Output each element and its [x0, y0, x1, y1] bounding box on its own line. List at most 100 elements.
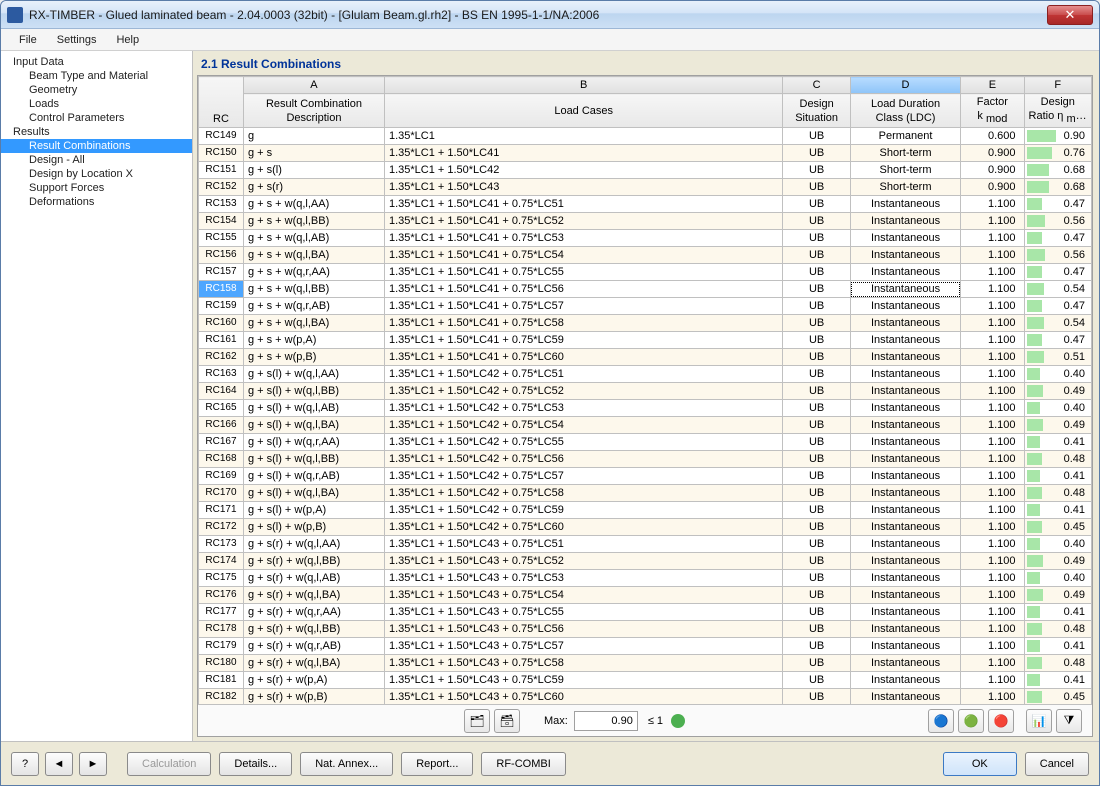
col-b-header[interactable]: Load Cases: [384, 94, 782, 128]
table-row[interactable]: RC167g + s(l) + w(q,r,AA)1.35*LC1 + 1.50…: [199, 434, 1092, 451]
tool-show-color-3[interactable]: 🔴: [988, 709, 1014, 733]
kmod-cell[interactable]: 1.100: [961, 400, 1024, 417]
ldc-cell[interactable]: Instantaneous: [850, 400, 960, 417]
rc-cell[interactable]: RC152: [199, 179, 244, 196]
ds-cell[interactable]: UB: [783, 315, 850, 332]
table-row[interactable]: RC160g + s + w(q,l,BA)1.35*LC1 + 1.50*LC…: [199, 315, 1092, 332]
ldc-cell[interactable]: Instantaneous: [850, 519, 960, 536]
kmod-cell[interactable]: 0.600: [961, 128, 1024, 145]
rc-cell[interactable]: RC172: [199, 519, 244, 536]
tool-show-color-1[interactable]: 🔵: [928, 709, 954, 733]
rc-cell[interactable]: RC160: [199, 315, 244, 332]
rc-cell[interactable]: RC155: [199, 230, 244, 247]
desc-cell[interactable]: g + s(r) + w(q,l,AB): [243, 570, 384, 587]
table-row[interactable]: RC155g + s + w(q,l,AB)1.35*LC1 + 1.50*LC…: [199, 230, 1092, 247]
col-d-header[interactable]: Load DurationClass (LDC): [850, 94, 960, 128]
loadcases-cell[interactable]: 1.35*LC1 + 1.50*LC42 + 0.75*LC56: [384, 451, 782, 468]
table-row[interactable]: RC176g + s(r) + w(q,l,BA)1.35*LC1 + 1.50…: [199, 587, 1092, 604]
tree-loads[interactable]: Loads: [1, 97, 192, 111]
kmod-cell[interactable]: 1.100: [961, 468, 1024, 485]
table-row[interactable]: RC149g1.35*LC1UBPermanent0.6000.90: [199, 128, 1092, 145]
loadcases-cell[interactable]: 1.35*LC1 + 1.50*LC43: [384, 179, 782, 196]
ratio-cell[interactable]: 0.49: [1024, 587, 1091, 604]
col-letter-b[interactable]: B: [384, 77, 782, 94]
rc-cell[interactable]: RC151: [199, 162, 244, 179]
tool-sort-icon[interactable]: 📊: [1026, 709, 1052, 733]
table-row[interactable]: RC159g + s + w(q,r,AB)1.35*LC1 + 1.50*LC…: [199, 298, 1092, 315]
ratio-cell[interactable]: 0.41: [1024, 502, 1091, 519]
loadcases-cell[interactable]: 1.35*LC1 + 1.50*LC41 + 0.75*LC57: [384, 298, 782, 315]
desc-cell[interactable]: g + s(r) + w(q,l,BB): [243, 553, 384, 570]
ratio-cell[interactable]: 0.40: [1024, 400, 1091, 417]
loadcases-cell[interactable]: 1.35*LC1 + 1.50*LC43 + 0.75*LC60: [384, 689, 782, 704]
desc-cell[interactable]: g + s(r): [243, 179, 384, 196]
tree-beam-type[interactable]: Beam Type and Material: [1, 69, 192, 83]
ds-cell[interactable]: UB: [783, 434, 850, 451]
loadcases-cell[interactable]: 1.35*LC1 + 1.50*LC42 + 0.75*LC51: [384, 366, 782, 383]
loadcases-cell[interactable]: 1.35*LC1 + 1.50*LC41 + 0.75*LC51: [384, 196, 782, 213]
desc-cell[interactable]: g + s(l) + w(p,A): [243, 502, 384, 519]
loadcases-cell[interactable]: 1.35*LC1 + 1.50*LC43 + 0.75*LC53: [384, 570, 782, 587]
kmod-cell[interactable]: 1.100: [961, 638, 1024, 655]
rc-cell[interactable]: RC174: [199, 553, 244, 570]
tree-geometry[interactable]: Geometry: [1, 83, 192, 97]
rc-cell[interactable]: RC182: [199, 689, 244, 704]
loadcases-cell[interactable]: 1.35*LC1 + 1.50*LC42 + 0.75*LC54: [384, 417, 782, 434]
ratio-cell[interactable]: 0.40: [1024, 570, 1091, 587]
desc-cell[interactable]: g + s + w(q,l,AB): [243, 230, 384, 247]
loadcases-cell[interactable]: 1.35*LC1 + 1.50*LC41 + 0.75*LC60: [384, 349, 782, 366]
ds-cell[interactable]: UB: [783, 281, 850, 298]
ratio-cell[interactable]: 0.56: [1024, 213, 1091, 230]
desc-cell[interactable]: g + s + w(q,r,AB): [243, 298, 384, 315]
ldc-cell[interactable]: Instantaneous: [850, 587, 960, 604]
desc-cell[interactable]: g + s + w(q,l,AA): [243, 196, 384, 213]
ds-cell[interactable]: UB: [783, 451, 850, 468]
table-row[interactable]: RC166g + s(l) + w(q,l,BA)1.35*LC1 + 1.50…: [199, 417, 1092, 434]
loadcases-cell[interactable]: 1.35*LC1 + 1.50*LC43 + 0.75*LC58: [384, 655, 782, 672]
desc-cell[interactable]: g + s + w(q,l,BA): [243, 247, 384, 264]
ds-cell[interactable]: UB: [783, 264, 850, 281]
kmod-cell[interactable]: 1.100: [961, 536, 1024, 553]
desc-cell[interactable]: g + s(l) + w(p,B): [243, 519, 384, 536]
ldc-cell[interactable]: Instantaneous: [850, 366, 960, 383]
ldc-cell[interactable]: Instantaneous: [850, 264, 960, 281]
ldc-cell[interactable]: Instantaneous: [850, 468, 960, 485]
rc-cell[interactable]: RC163: [199, 366, 244, 383]
loadcases-cell[interactable]: 1.35*LC1 + 1.50*LC42 + 0.75*LC53: [384, 400, 782, 417]
loadcases-cell[interactable]: 1.35*LC1 + 1.50*LC41 + 0.75*LC55: [384, 264, 782, 281]
ratio-cell[interactable]: 0.68: [1024, 179, 1091, 196]
close-button[interactable]: ✕: [1047, 5, 1093, 25]
tree-input-data[interactable]: Input Data: [1, 55, 192, 69]
ldc-cell[interactable]: Instantaneous: [850, 315, 960, 332]
rc-cell[interactable]: RC161: [199, 332, 244, 349]
ratio-cell[interactable]: 0.48: [1024, 655, 1091, 672]
ds-cell[interactable]: UB: [783, 145, 850, 162]
ds-cell[interactable]: UB: [783, 417, 850, 434]
ratio-cell[interactable]: 0.47: [1024, 264, 1091, 281]
rc-cell[interactable]: RC150: [199, 145, 244, 162]
rc-cell[interactable]: RC164: [199, 383, 244, 400]
menu-file[interactable]: File: [9, 34, 47, 46]
ratio-cell[interactable]: 0.41: [1024, 604, 1091, 621]
calculation-button[interactable]: Calculation: [127, 752, 211, 776]
ratio-cell[interactable]: 0.48: [1024, 485, 1091, 502]
rc-cell[interactable]: RC181: [199, 672, 244, 689]
ldc-cell[interactable]: Instantaneous: [850, 230, 960, 247]
loadcases-cell[interactable]: 1.35*LC1 + 1.50*LC42 + 0.75*LC60: [384, 519, 782, 536]
desc-cell[interactable]: g + s + w(q,l,BB): [243, 281, 384, 298]
table-row[interactable]: RC175g + s(r) + w(q,l,AB)1.35*LC1 + 1.50…: [199, 570, 1092, 587]
ratio-cell[interactable]: 0.90: [1024, 128, 1091, 145]
ds-cell[interactable]: UB: [783, 247, 850, 264]
rc-cell[interactable]: RC157: [199, 264, 244, 281]
desc-cell[interactable]: g + s(r) + w(p,B): [243, 689, 384, 704]
desc-cell[interactable]: g + s(r) + w(q,l,BB): [243, 621, 384, 638]
ratio-cell[interactable]: 0.41: [1024, 638, 1091, 655]
ds-cell[interactable]: UB: [783, 213, 850, 230]
table-row[interactable]: RC156g + s + w(q,l,BA)1.35*LC1 + 1.50*LC…: [199, 247, 1092, 264]
rc-cell[interactable]: RC173: [199, 536, 244, 553]
loadcases-cell[interactable]: 1.35*LC1 + 1.50*LC41 + 0.75*LC54: [384, 247, 782, 264]
kmod-cell[interactable]: 1.100: [961, 366, 1024, 383]
ldc-cell[interactable]: Instantaneous: [850, 349, 960, 366]
table-row[interactable]: RC181g + s(r) + w(p,A)1.35*LC1 + 1.50*LC…: [199, 672, 1092, 689]
ds-cell[interactable]: UB: [783, 604, 850, 621]
